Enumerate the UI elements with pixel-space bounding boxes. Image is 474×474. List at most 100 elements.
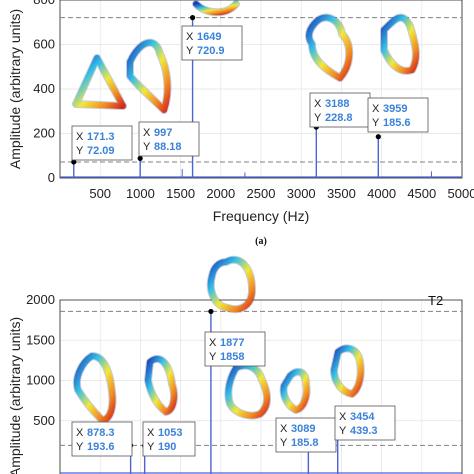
chart-a-x-tick-label: 1000 [126, 186, 155, 201]
chart-b-y-tick-label: 1000 [26, 373, 55, 388]
chart-b-datatip-x-value: 878.3 [87, 427, 115, 439]
chart-b-datatip-y-label: Y [147, 441, 155, 453]
chart-b-datatip-x-label: X [339, 411, 347, 423]
chart-a-datatip-box [71, 125, 133, 161]
chart-b-datatip-box [204, 331, 266, 367]
chart-a-datatip-y-value: 72.09 [87, 145, 115, 157]
chart-b-datatip-0: X 878.3Y 193.6 [71, 421, 133, 457]
chart-a-y-tick-label: 200 [33, 126, 55, 141]
chart-a-datatip-x-label: X [314, 98, 322, 110]
chart-a-x-tick-label: 500 [89, 186, 111, 201]
chart-a-datatip-y-label: Y [76, 145, 84, 157]
chart-b-mode-shapes [73, 255, 365, 424]
chart-b-y-tick-label: 1500 [26, 332, 55, 347]
chart-a-y-axis-label: Amplitude (arbitrary units) [7, 9, 23, 169]
chart-a-mode-shape [381, 14, 419, 74]
chart-a-datatip-y-label: Y [186, 45, 194, 57]
chart-a-y-tick-label: 400 [33, 81, 55, 96]
chart-b-plot-frame [59, 299, 463, 474]
chart-a-peak-marker [71, 159, 77, 165]
chart-b-y-tick-label: 2000 [26, 292, 55, 307]
chart-b-datatip-x-label: X [280, 423, 288, 435]
chart-a-datatip-x-label: X [143, 127, 151, 139]
chart-a-peak-marker [375, 134, 381, 140]
chart-b-y-ticks: 500 1000 1500 2000 [26, 292, 55, 428]
chart-a-datatip-y-value: 88.18 [154, 141, 182, 153]
chart-b-mode-shape [145, 355, 177, 415]
chart-a-datatip-x-value: 997 [154, 127, 172, 139]
chart-b-datatip-x-label: X [147, 427, 155, 439]
caption-a: (a) [255, 236, 267, 247]
chart-a-datatip-x-value: 1649 [197, 31, 221, 43]
chart-a-x-tick-label: 3500 [327, 186, 356, 201]
chart-b-datatip-x-value: 3454 [350, 411, 375, 423]
chart-a-datatip-x-label: X [372, 103, 380, 115]
chart-b-datatip-y-label: Y [339, 425, 347, 437]
chart-a-datatip-x-value: 3959 [383, 103, 407, 115]
chart-a-datatip-y-label: Y [143, 141, 151, 153]
chart-a-datatip-y-value: 228.8 [325, 112, 353, 124]
chart-b-datatip-box [334, 405, 396, 441]
chart-a-mode-shape [127, 39, 171, 113]
chart-b-datatip-y-label: Y [209, 351, 217, 363]
chart-a-y-tick-label: 800 [33, 0, 55, 7]
chart-a-plot-area [59, 0, 463, 179]
chart-a-datatip-x-label: X [186, 31, 194, 43]
chart-a-x-tick-label: 2000 [206, 186, 235, 201]
chart-a-datatip-x-label: X [76, 131, 84, 143]
chart-a-datatip-box [367, 97, 429, 133]
chart-b-datatip-y-value: 439.3 [350, 425, 378, 437]
chart-a-x-tick-label: 4000 [367, 186, 396, 201]
chart-b-y-tick-label: 500 [33, 413, 55, 428]
chart-a-x-tick-label: 5000 [448, 186, 474, 201]
chart-a-y-tick-label: 0 [48, 170, 55, 185]
chart-b-datatip-x-value: 1877 [220, 337, 244, 349]
chart-b-y-axis-label: Amplitude (arbitrary units) [7, 317, 23, 474]
chart-a-peak-marker [189, 14, 196, 21]
chart-a-x-tick-label: 2500 [247, 186, 276, 201]
chart-b-tag: T2 [428, 293, 443, 308]
chart-a-datatip-box [181, 25, 243, 61]
chart-a-mode-shape [306, 14, 353, 81]
chart-a-mode-shapes [72, 0, 420, 114]
chart-b-datatip-x-label: X [209, 337, 217, 349]
chart-b-mode-shape [207, 256, 255, 313]
chart-a-datatip-y-value: 185.6 [383, 117, 411, 129]
chart-b-mode-shape [331, 345, 364, 397]
chart-b-datatip-x-value: 1053 [158, 427, 182, 439]
chart-a-peak-marker [137, 155, 143, 161]
chart-a-x-ticks: 500 1000 1500 2000 2500 3000 3500 4000 4500 5000 [89, 186, 474, 201]
chart-a-datatip-y-label: Y [314, 112, 322, 124]
chart-b-datatip-y-value: 190 [158, 441, 176, 453]
chart-a-mode-shape [73, 55, 126, 109]
chart-b-datatip-box [142, 421, 196, 457]
chart-a-datatip-x-value: 171.3 [87, 131, 115, 143]
chart-a-x-axis-label: Frequency (Hz) [213, 208, 309, 224]
chart-a-datatip-x-value: 3188 [325, 98, 349, 110]
chart-a-threshold-lines [60, 17, 462, 163]
chart-b-mode-shape [74, 353, 116, 423]
chart-a-datatip-y-value: 720.9 [197, 45, 225, 57]
chart-a-x-tick-label: 1500 [166, 186, 195, 201]
chart-b-mode-shape [225, 362, 270, 419]
chart-a-x-tick-label: 3000 [287, 186, 316, 201]
chart-b-datatip-y-label: Y [280, 437, 288, 449]
chart-b-mode-shape [280, 368, 310, 413]
chart-b-peak-marker [208, 308, 214, 315]
chart-b-datatip-y-value: 185.8 [291, 437, 319, 449]
chart-b-datatip-y-value: 1858 [220, 351, 244, 363]
chart-a-y-tick-label: 600 [33, 37, 55, 52]
chart-b-datatip-box [275, 417, 337, 453]
